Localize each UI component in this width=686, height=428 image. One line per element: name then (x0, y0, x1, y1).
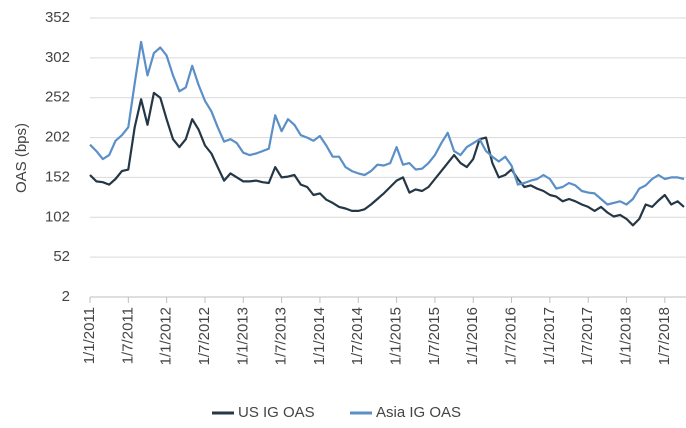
x-tick-label: 1/7/2017 (579, 307, 596, 365)
y-tick-label: 302 (45, 49, 70, 66)
y-tick-label: 352 (45, 9, 70, 26)
y-tick-label: 202 (45, 129, 70, 146)
x-tick-label: 1/7/2015 (426, 307, 443, 365)
y-tick-label: 102 (45, 208, 70, 225)
y-tick-label: 152 (45, 168, 70, 185)
x-tick-label: 1/7/2018 (656, 307, 673, 365)
y-tick-label: 2 (62, 288, 70, 305)
x-tick-label: 1/1/2016 (464, 307, 481, 365)
line-series (89, 91, 685, 227)
x-tick-label: 1/7/2016 (503, 307, 520, 365)
y-axis-label: OAS (bps) (13, 123, 30, 193)
legend-label: Asia IG OAS (376, 404, 461, 421)
x-tick-label: 1/1/2015 (388, 307, 405, 365)
x-tick-label: 1/1/2011 (81, 307, 98, 364)
line-series (89, 40, 685, 206)
x-tick-label: 1/7/2014 (349, 307, 366, 365)
x-tick-label: 1/7/2012 (196, 307, 213, 365)
x-tick-label: 1/7/2011 (119, 307, 136, 364)
x-tick-label: 1/7/2013 (273, 307, 290, 365)
y-tick-label: 52 (53, 248, 70, 265)
y-tick-label: 252 (45, 89, 70, 106)
x-tick-label: 1/1/2017 (541, 307, 558, 365)
legend-label: US IG OAS (238, 404, 315, 421)
x-tick-label: 1/1/2013 (234, 307, 251, 365)
x-tick-label: 1/1/2014 (311, 307, 328, 365)
x-tick-label: 1/1/2012 (158, 307, 175, 365)
x-tick-label: 1/1/2018 (617, 307, 634, 365)
